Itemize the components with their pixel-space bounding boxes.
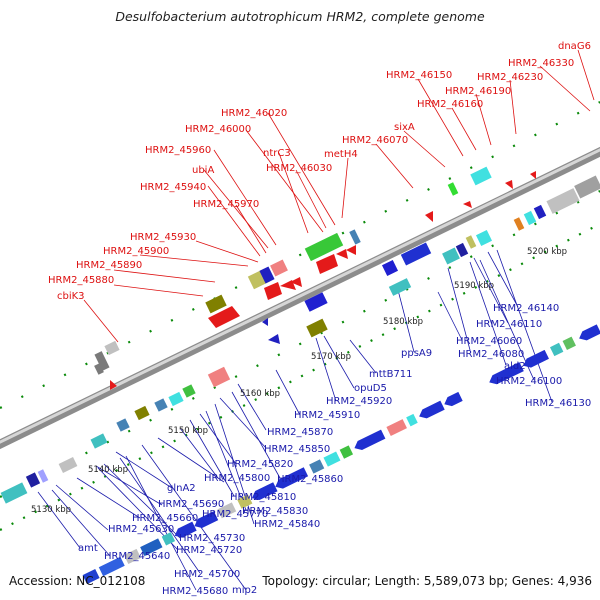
gene-label: sixA bbox=[394, 122, 415, 133]
tick-label: 5160 kbp bbox=[240, 389, 280, 399]
gene-label: HRM2_45890 bbox=[76, 260, 142, 271]
figure-title: Desulfobacterium autotrophicum HRM2, com… bbox=[115, 9, 485, 24]
gene-label: HRM2_46160 bbox=[417, 99, 483, 110]
gene-label: HRM2_45820 bbox=[227, 459, 293, 470]
gene-label: HRM2_45770 bbox=[202, 509, 268, 520]
gene-label: ald2 bbox=[504, 361, 526, 372]
gene-label: HRM2_46100 bbox=[496, 376, 562, 387]
gene-label: ppsA9 bbox=[401, 348, 432, 359]
gene-label: HRM2_45860 bbox=[277, 474, 343, 485]
gene-label: HRM2_45960 bbox=[145, 145, 211, 156]
gene-label: HRM2_46060 bbox=[456, 336, 522, 347]
gene-label: HRM2_45940 bbox=[140, 182, 206, 193]
reverse-connectors bbox=[37, 249, 553, 591]
gene-label: HRM2_45800 bbox=[204, 473, 270, 484]
gene-label: HRM2_46020 bbox=[221, 108, 287, 119]
tick-label: 5190 kbp bbox=[454, 281, 494, 291]
gene-label: HRM2_45910 bbox=[294, 410, 360, 421]
gene-label: HRM2_46330 bbox=[508, 58, 574, 69]
forward-gene-labels: cbiK3 HRM2_45880 HRM2_45890 HRM2_45900 H… bbox=[48, 41, 591, 302]
gene-label: HRM2_45850 bbox=[264, 444, 330, 455]
gene-label: HRM2_45880 bbox=[48, 275, 114, 286]
gene-label: HRM2_45690 bbox=[158, 499, 224, 510]
gene-label: mip2 bbox=[232, 585, 257, 596]
gene-label: HRM2_46150 bbox=[386, 70, 452, 81]
gene-label: metH4 bbox=[324, 149, 358, 160]
tick-label: 5180 kbp bbox=[383, 317, 423, 327]
topology-text: Topology: circular; Length: 5,589,073 bp… bbox=[262, 574, 592, 588]
axis-ticks: 5130 kbp 5140 kbp 5150 kbp 5160 kbp 5170… bbox=[31, 247, 567, 515]
gene-label: HRM2_45870 bbox=[267, 427, 333, 438]
reverse-gene-labels: amt HRM2_45630 HRM2_45640 HRM2_45660 HRM… bbox=[78, 303, 591, 597]
tick-label: 5200 kbp bbox=[527, 247, 567, 257]
gene-label: HRM2_46140 bbox=[493, 303, 559, 314]
gene-label: HRM2_45660 bbox=[132, 513, 198, 524]
gene-label: HRM2_46230 bbox=[477, 72, 543, 83]
gene-label: amt bbox=[78, 543, 98, 554]
gene-label: HRM2_45630 bbox=[108, 524, 174, 535]
forward-genes bbox=[94, 166, 536, 390]
gene-label: ntrC3 bbox=[263, 148, 291, 159]
forward-connectors bbox=[83, 49, 595, 343]
accession-text: Accession: NC_012108 bbox=[9, 574, 146, 588]
gene-label: dnaG6 bbox=[558, 41, 591, 52]
gene-label: HRM2_45640 bbox=[104, 551, 170, 562]
gene-label: HRM2_46000 bbox=[185, 124, 251, 135]
gene-label: HRM2_45810 bbox=[230, 492, 296, 503]
reverse-genes bbox=[0, 175, 600, 585]
tick-label: 5150 kbp bbox=[168, 426, 208, 436]
tick-label: 5140 kbp bbox=[88, 465, 128, 475]
gene-label: HRM2_45970 bbox=[193, 199, 259, 210]
gene-label: HRM2_46030 bbox=[266, 163, 332, 174]
tick-label: 5130 kbp bbox=[31, 505, 71, 515]
gene-label: HRM2_45720 bbox=[176, 545, 242, 556]
tick-label: 5170 kbp bbox=[311, 352, 351, 362]
gene-label: HRM2_46190 bbox=[445, 86, 511, 97]
gene-label: HRM2_46080 bbox=[458, 349, 524, 360]
gene-label: HRM2_45730 bbox=[179, 533, 245, 544]
gene-label: mttB711 bbox=[369, 369, 413, 380]
gene-label: HRM2_45840 bbox=[254, 519, 320, 530]
gene-label: HRM2_45700 bbox=[174, 569, 240, 580]
gene-label: HRM2_46070 bbox=[342, 135, 408, 146]
gene-label: HRM2_45680 bbox=[162, 586, 228, 597]
gene-label: cbiK3 bbox=[57, 291, 85, 302]
gene-label: ubiA bbox=[192, 165, 214, 176]
gene-label: HRM2_45830 bbox=[242, 506, 308, 517]
guide-tracks bbox=[0, 101, 600, 531]
gene-label: HRM2_46130 bbox=[525, 398, 591, 409]
gene-label: HRM2_45900 bbox=[103, 246, 169, 257]
genome-backbone bbox=[0, 146, 600, 450]
gene-label: glnA2 bbox=[167, 483, 196, 494]
gene-label: HRM2_46110 bbox=[476, 319, 542, 330]
gene-label: HRM2_45920 bbox=[326, 396, 392, 407]
gene-label: opuD5 bbox=[354, 383, 387, 394]
gene-label: HRM2_45930 bbox=[130, 232, 196, 243]
